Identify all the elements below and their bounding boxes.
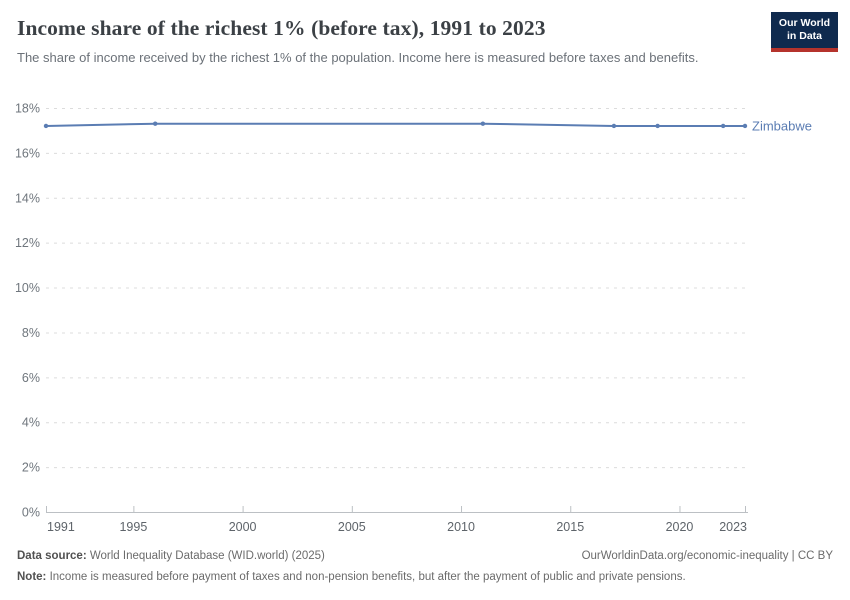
y-axis-labels: 0% 2% 4% 6% 8% 10% 12% 14% 16% 18% (15, 102, 40, 520)
x-axis: 1991 1995 2000 2005 2010 2015 2020 2023 (46, 506, 748, 534)
data-point-marker[interactable] (611, 123, 617, 129)
note-label: Note: (17, 570, 47, 583)
credit-link[interactable]: OurWorldinData.org/economic-inequality |… (581, 550, 833, 562)
y-tick-label: 6% (22, 371, 40, 385)
y-tick-label: 10% (15, 281, 40, 295)
x-tick-label: 1995 (119, 520, 147, 534)
data-source-label: Data source: (17, 550, 87, 562)
x-tick-label: 2010 (447, 520, 475, 534)
data-point-marker[interactable] (43, 123, 49, 129)
owid-logo-line1: Our World (778, 17, 831, 29)
x-tick-label: 2015 (556, 520, 584, 534)
x-tick-label: 2005 (338, 520, 366, 534)
data-point-marker[interactable] (720, 123, 726, 129)
data-source-row: Data source: World Inequality Database (… (17, 549, 833, 565)
owid-logo-line2: in Data (786, 30, 822, 43)
owid-logo[interactable]: Our World in Data (771, 12, 838, 52)
note-text: Income is measured before payment of tax… (46, 570, 686, 583)
data-source-text: World Inequality Database (WID.world) (2… (86, 550, 325, 562)
y-tick-label: 8% (22, 326, 40, 340)
page-title: Income share of the richest 1% (before t… (17, 16, 546, 40)
chart[interactable]: 0% 2% 4% 6% 8% 10% 12% 14% 16% 18% 1991 1995 2000 200… (0, 90, 850, 540)
y-tick-label: 4% (22, 416, 40, 430)
note-row: Note: Income is measured before payment … (17, 570, 833, 586)
series-end-label[interactable]: Zimbabwe (752, 118, 812, 133)
y-tick-label: 12% (15, 236, 40, 250)
y-tick-label: 0% (22, 506, 40, 520)
gridlines (46, 108, 745, 469)
chart-header: Income share of the richest 1% (before t… (0, 0, 850, 90)
x-tick-label: 1991 (47, 520, 75, 534)
x-tick-label: 2023 (719, 520, 747, 534)
data-point-marker[interactable] (655, 123, 660, 129)
y-tick-label: 2% (22, 461, 40, 475)
y-tick-label: 14% (15, 191, 40, 205)
data-source: Data source: World Inequality Database (… (17, 549, 325, 565)
y-tick-label: 16% (15, 146, 40, 160)
x-tick-label: 2020 (666, 520, 694, 534)
page-subtitle: The share of income received by the rich… (17, 49, 699, 65)
data-point-marker[interactable] (480, 121, 486, 126)
chart-footer: Data source: World Inequality Database (… (0, 540, 850, 585)
series-zimbabwe[interactable]: Zimbabwe (43, 118, 812, 133)
y-tick-label: 18% (15, 102, 40, 116)
series-line[interactable] (45, 122, 745, 127)
chart-svg[interactable]: 0% 2% 4% 6% 8% 10% 12% 14% 16% 18% 1991 1995 2000 200… (0, 90, 850, 540)
x-tick-label: 2000 (229, 520, 257, 534)
data-point-marker[interactable] (153, 121, 158, 126)
data-point-marker[interactable] (742, 123, 748, 129)
